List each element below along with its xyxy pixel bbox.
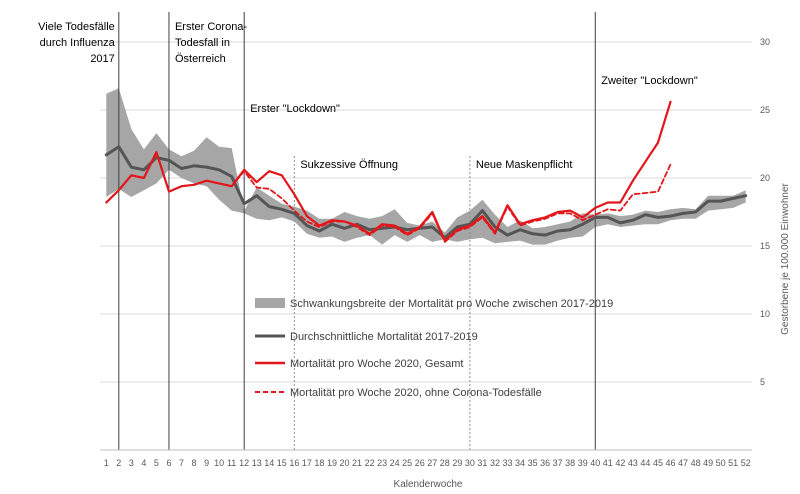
annotation-text-0-line-1: durch Influenza [40, 37, 116, 49]
annotation-text-5-line-0: Zweiter "Lockdown" [601, 75, 698, 87]
y-tick-label-10: 10 [760, 309, 770, 319]
legend-swatch-band [255, 298, 285, 308]
x-tick-label-39: 39 [578, 458, 588, 468]
legend-label-total-2020: Mortalität pro Woche 2020, Gesamt [290, 358, 463, 370]
annotation-text-1-line-1: Todesfall in [175, 37, 230, 49]
x-tick-label-27: 27 [427, 458, 437, 468]
series-line-0 [104, 145, 748, 240]
x-tick-label-44: 44 [640, 458, 650, 468]
x-tick-label-47: 47 [678, 458, 688, 468]
x-tick-label-6: 6 [166, 458, 171, 468]
x-tick-label-15: 15 [277, 458, 287, 468]
x-tick-label-3: 3 [129, 458, 134, 468]
annotation-text-1-line-2: Österreich [175, 53, 226, 65]
x-tick-label-31: 31 [477, 458, 487, 468]
x-tick-label-48: 48 [691, 458, 701, 468]
x-tick-label-42: 42 [615, 458, 625, 468]
annotation-text-2-line-0: Erster "Lockdown" [250, 103, 340, 115]
annotation-texts: Viele Todesfälle durch Influenza 2017 Erste… [38, 21, 698, 171]
x-tick-label-5: 5 [154, 458, 159, 468]
x-tick-label-34: 34 [515, 458, 525, 468]
x-tick-label-52: 52 [741, 458, 751, 468]
y-tick-label-20: 20 [760, 173, 770, 183]
x-tick-label-19: 19 [327, 458, 337, 468]
x-tick-label-10: 10 [214, 458, 224, 468]
annotation-text-0-line-0: Viele Todesfälle [38, 21, 115, 33]
x-tick-label-22: 22 [365, 458, 375, 468]
legend-label-excl-covid-2020: Mortalität pro Woche 2020, ohne Corona-T… [290, 387, 542, 399]
legend-label-band: Schwankungsbreite der Mortalität pro Woc… [290, 298, 613, 310]
x-tick-label-7: 7 [179, 458, 184, 468]
y-tick-label-30: 30 [760, 37, 770, 47]
x-tick-label-11: 11 [227, 458, 236, 468]
x-tick-label-29: 29 [452, 458, 462, 468]
x-tick-label-46: 46 [665, 458, 675, 468]
x-tick-label-32: 32 [490, 458, 500, 468]
annotation-lines [118, 12, 596, 450]
x-tick-label-21: 21 [352, 458, 362, 468]
x-tick-label-2: 2 [116, 458, 121, 468]
x-tick-label-18: 18 [314, 458, 324, 468]
x-tick-label-8: 8 [192, 458, 197, 468]
x-tick-label-12: 12 [239, 458, 249, 468]
x-tick-label-45: 45 [653, 458, 663, 468]
x-tick-label-13: 13 [252, 458, 262, 468]
y-tick-label-5: 5 [760, 377, 765, 387]
x-tick-label-50: 50 [716, 458, 726, 468]
x-tick-label-26: 26 [415, 458, 425, 468]
x-tick-label-38: 38 [565, 458, 575, 468]
x-tick-label-37: 37 [553, 458, 563, 468]
x-tick-label-17: 17 [302, 458, 312, 468]
annotation-text-4-line-0: Neue Maskenpflicht [476, 159, 573, 171]
y-tick-label-25: 25 [760, 105, 770, 115]
annotation-text-1-line-0: Erster Corona- [175, 21, 247, 33]
x-tick-label-41: 41 [603, 458, 613, 468]
x-tick-label-36: 36 [540, 458, 550, 468]
x-tick-label-9: 9 [204, 458, 209, 468]
x-tick-label-14: 14 [264, 458, 274, 468]
x-tick-label-33: 33 [502, 458, 512, 468]
x-tick-label-30: 30 [465, 458, 475, 468]
x-tick-label-28: 28 [440, 458, 450, 468]
x-tick-label-35: 35 [528, 458, 538, 468]
x-axis-ticks: 1 2 3 4 5 6 7 8 9 10 11 12 13 14 15 16 17 18 19 20 21 22 23 24 2… [104, 458, 751, 468]
series-group [104, 100, 748, 243]
y-axis-label: Gestorbene je 100.000 Einwohner [780, 182, 791, 334]
x-tick-label-40: 40 [590, 458, 600, 468]
x-tick-label-23: 23 [377, 458, 387, 468]
x-tick-label-51: 51 [728, 458, 738, 468]
y-tick-label-15: 15 [760, 241, 770, 251]
x-tick-label-25: 25 [402, 458, 412, 468]
annotation-text-0-line-2: 2017 [90, 53, 114, 65]
x-axis-label: Kalenderwoche [394, 479, 463, 490]
x-tick-label-20: 20 [339, 458, 349, 468]
y-axis-ticks: 5 10 15 20 25 30 [760, 37, 770, 387]
series-line-1 [105, 100, 672, 242]
x-tick-label-43: 43 [628, 458, 638, 468]
x-tick-label-49: 49 [703, 458, 713, 468]
legend-label-average: Durchschnittliche Mortalität 2017-2019 [290, 331, 478, 343]
legend: Schwankungsbreite der Mortalität pro Woc… [255, 298, 613, 399]
x-tick-label-1: 1 [104, 458, 109, 468]
annotation-text-3-line-0: Sukzessive Öffnung [300, 159, 398, 171]
x-tick-label-16: 16 [289, 458, 299, 468]
x-tick-label-4: 4 [141, 458, 146, 468]
x-tick-label-24: 24 [390, 458, 400, 468]
